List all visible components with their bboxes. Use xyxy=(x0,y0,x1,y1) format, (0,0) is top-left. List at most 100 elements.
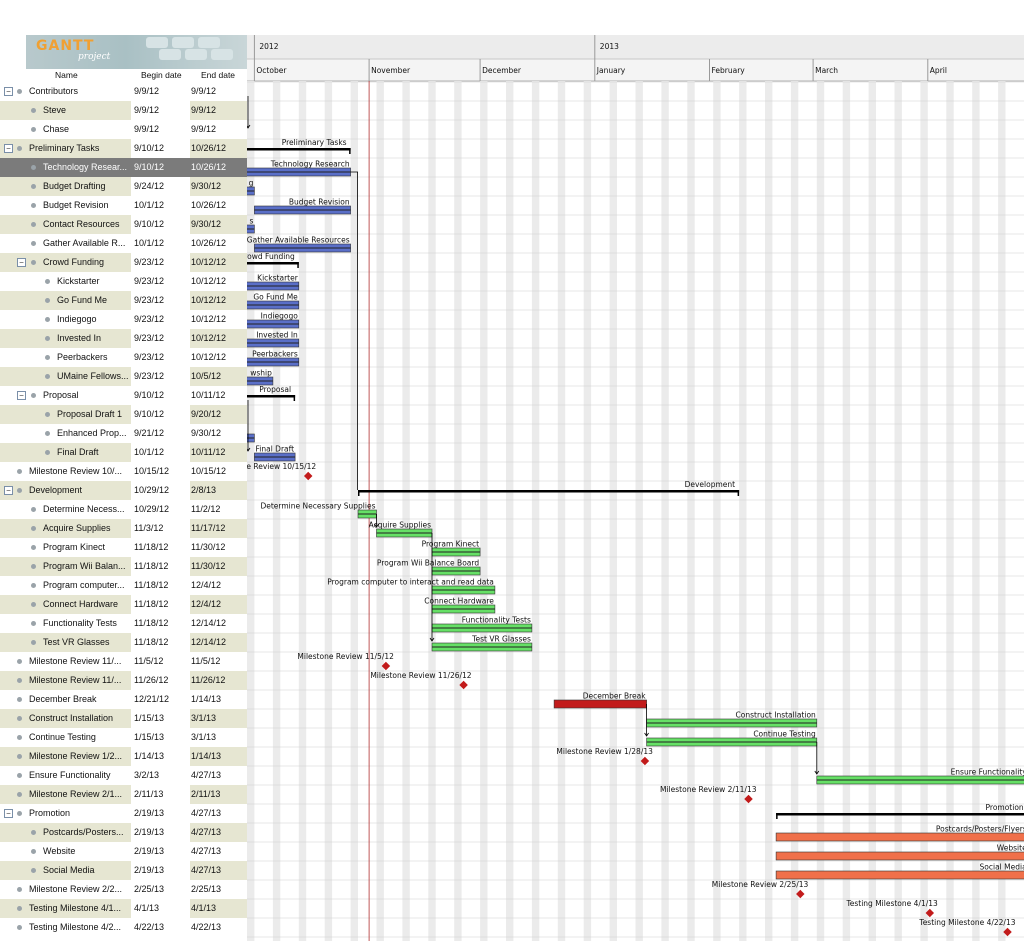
summary-bar[interactable] xyxy=(776,813,1024,816)
task-row[interactable]: − Development 10/29/12 2/8/13 xyxy=(0,481,247,500)
task-row[interactable]: UMaine Fellows... 9/23/12 10/5/12 xyxy=(0,367,247,386)
weekend-stripe xyxy=(920,81,928,941)
task-row[interactable]: Indiegogo 9/23/12 10/12/12 xyxy=(0,310,247,329)
column-header-name[interactable]: Name xyxy=(55,70,78,80)
milestone-diamond[interactable] xyxy=(796,889,805,899)
task-row[interactable]: − Promotion 2/19/13 4/27/13 xyxy=(0,804,247,823)
task-bar-label: Budget Revision xyxy=(289,198,350,207)
collapse-toggle-icon[interactable]: − xyxy=(17,258,26,267)
task-bar[interactable] xyxy=(775,870,1024,880)
summary-bar[interactable] xyxy=(358,490,740,493)
task-row[interactable]: Chase 9/9/12 9/9/12 xyxy=(0,120,247,139)
task-row[interactable]: Postcards/Posters... 2/19/13 4/27/13 xyxy=(0,823,247,842)
task-bar-label: Continue Testing xyxy=(753,730,816,739)
task-row[interactable]: Milestone Review 2/1... 2/11/13 2/11/13 xyxy=(0,785,247,804)
dependency-arrow-head xyxy=(429,637,435,642)
task-row[interactable]: Peerbackers 9/23/12 10/12/12 xyxy=(0,348,247,367)
task-row[interactable]: Steve 9/9/12 9/9/12 xyxy=(0,101,247,120)
task-begin-date: 9/23/12 xyxy=(131,329,190,348)
dependency-arrow-head xyxy=(814,770,820,775)
task-row[interactable]: Testing Milestone 4/2... 4/22/13 4/22/13 xyxy=(0,918,247,937)
task-row[interactable]: − Crowd Funding 9/23/12 10/12/12 xyxy=(0,253,247,272)
task-row[interactable]: Technology Resear... 9/10/12 10/26/12 xyxy=(0,158,247,177)
task-bullet-icon xyxy=(31,868,36,873)
column-header-end-date[interactable]: End date xyxy=(201,70,236,80)
task-row[interactable]: Program computer... 11/18/12 12/4/12 xyxy=(0,576,247,595)
task-row[interactable]: Proposal Draft 1 9/10/12 9/20/12 xyxy=(0,405,247,424)
gantt-canvas[interactable]: October November December January February Ma… xyxy=(247,35,1024,941)
task-row[interactable]: Construct Installation 1/15/13 3/1/13 xyxy=(0,709,247,728)
task-bar[interactable] xyxy=(553,699,647,709)
milestone-diamond[interactable] xyxy=(381,661,391,671)
gantt-chart[interactable]: October November December January February Ma… xyxy=(247,35,1024,941)
task-row[interactable]: − Contributors 9/9/12 9/9/12 xyxy=(0,82,247,101)
task-row[interactable]: Milestone Review 11/... 11/5/12 11/5/12 xyxy=(0,652,247,671)
summary-bar[interactable] xyxy=(247,148,351,151)
task-row[interactable]: Test VR Glasses 11/18/12 12/14/12 xyxy=(0,633,247,652)
task-row[interactable]: Enhanced Prop... 9/21/12 9/30/12 xyxy=(0,424,247,443)
task-bullet-icon xyxy=(31,849,36,854)
milestone-diamond[interactable] xyxy=(640,756,650,766)
logo-subtitle: project xyxy=(78,52,111,62)
task-row[interactable]: Functionality Tests 11/18/12 12/14/12 xyxy=(0,614,247,633)
task-row[interactable]: Go Fund Me 9/23/12 10/12/12 xyxy=(0,291,247,310)
summary-bar[interactable] xyxy=(247,262,299,265)
task-row[interactable]: Determine Necess... 10/29/12 11/2/12 xyxy=(0,500,247,519)
task-bar-label: Gather Available Resources xyxy=(247,236,350,245)
task-bar[interactable] xyxy=(775,832,1024,842)
task-begin-date: 9/23/12 xyxy=(131,367,190,386)
collapse-toggle-icon[interactable]: − xyxy=(17,391,26,400)
task-name: Testing Milestone 4/1... xyxy=(29,903,122,913)
task-row[interactable]: December Break 12/21/12 1/14/13 xyxy=(0,690,247,709)
task-row[interactable]: Milestone Review 11/... 11/26/12 11/26/12 xyxy=(0,671,247,690)
column-header-begin-date[interactable]: Begin date xyxy=(141,70,182,80)
task-row[interactable]: Gather Available R... 10/1/12 10/26/12 xyxy=(0,234,247,253)
task-row[interactable]: Kickstarter 9/23/12 10/12/12 xyxy=(0,272,247,291)
task-begin-date: 9/10/12 xyxy=(131,215,190,234)
task-row[interactable]: Social Media 2/19/13 4/27/13 xyxy=(0,861,247,880)
task-row[interactable]: Budget Drafting 9/24/12 9/30/12 xyxy=(0,177,247,196)
task-row[interactable]: Program Kinect 11/18/12 11/30/12 xyxy=(0,538,247,557)
task-row[interactable]: Contact Resources 9/10/12 9/30/12 xyxy=(0,215,247,234)
task-bullet-icon xyxy=(31,526,36,531)
task-row[interactable]: Testing Milestone 4/1... 4/1/13 4/1/13 xyxy=(0,899,247,918)
task-bar-label: Preliminary Tasks xyxy=(282,138,347,147)
task-row[interactable]: Website 2/19/13 4/27/13 xyxy=(0,842,247,861)
collapse-toggle-icon[interactable]: − xyxy=(4,144,13,153)
task-end-date: 10/12/12 xyxy=(190,329,247,348)
milestone-diamond[interactable] xyxy=(303,471,313,481)
task-row[interactable]: Budget Revision 10/1/12 10/26/12 xyxy=(0,196,247,215)
milestone-diamond[interactable] xyxy=(925,908,935,918)
task-bullet-icon xyxy=(31,507,36,512)
task-row[interactable]: Program Wii Balan... 11/18/12 11/30/12 xyxy=(0,557,247,576)
task-bullet-icon xyxy=(45,374,50,379)
task-row[interactable]: − Proposal 9/10/12 10/11/12 xyxy=(0,386,247,405)
task-begin-date: 9/23/12 xyxy=(131,291,190,310)
task-end-date: 2/8/13 xyxy=(190,481,247,500)
task-row[interactable]: Milestone Review 10/... 10/15/12 10/15/12 xyxy=(0,462,247,481)
task-row[interactable]: Connect Hardware 11/18/12 12/4/12 xyxy=(0,595,247,614)
milestone-label: Milestone Review 1/28/13 xyxy=(556,747,653,756)
task-bullet-icon xyxy=(17,89,22,94)
task-bullet-icon xyxy=(45,336,50,341)
task-row[interactable]: Final Draft 10/1/12 10/11/12 xyxy=(0,443,247,462)
task-row[interactable]: Continue Testing 1/15/13 3/1/13 xyxy=(0,728,247,747)
task-row[interactable]: − Preliminary Tasks 9/10/12 10/26/12 xyxy=(0,139,247,158)
collapse-toggle-icon[interactable]: − xyxy=(4,809,13,818)
task-row[interactable]: Ensure Functionality 3/2/13 4/27/13 xyxy=(0,766,247,785)
milestone-diamond[interactable] xyxy=(1003,927,1012,937)
task-name: Testing Milestone 4/2... xyxy=(29,922,122,932)
summary-bar[interactable] xyxy=(247,395,296,398)
task-row[interactable]: Invested In 9/23/12 10/12/12 xyxy=(0,329,247,348)
task-row[interactable]: Milestone Review 1/2... 1/14/13 1/14/13 xyxy=(0,747,247,766)
collapse-toggle-icon[interactable]: − xyxy=(4,87,13,96)
task-bullet-icon xyxy=(17,792,22,797)
collapse-toggle-icon[interactable]: − xyxy=(4,486,13,495)
task-row[interactable]: Acquire Supplies 11/3/12 11/17/12 xyxy=(0,519,247,538)
task-bullet-icon xyxy=(31,165,36,170)
task-row[interactable]: Milestone Review 2/2... 2/25/13 2/25/13 xyxy=(0,880,247,899)
milestone-diamond[interactable] xyxy=(459,680,468,690)
task-end-date: 10/12/12 xyxy=(190,272,247,291)
task-begin-date: 11/18/12 xyxy=(131,576,190,595)
task-bar[interactable] xyxy=(775,851,1024,861)
